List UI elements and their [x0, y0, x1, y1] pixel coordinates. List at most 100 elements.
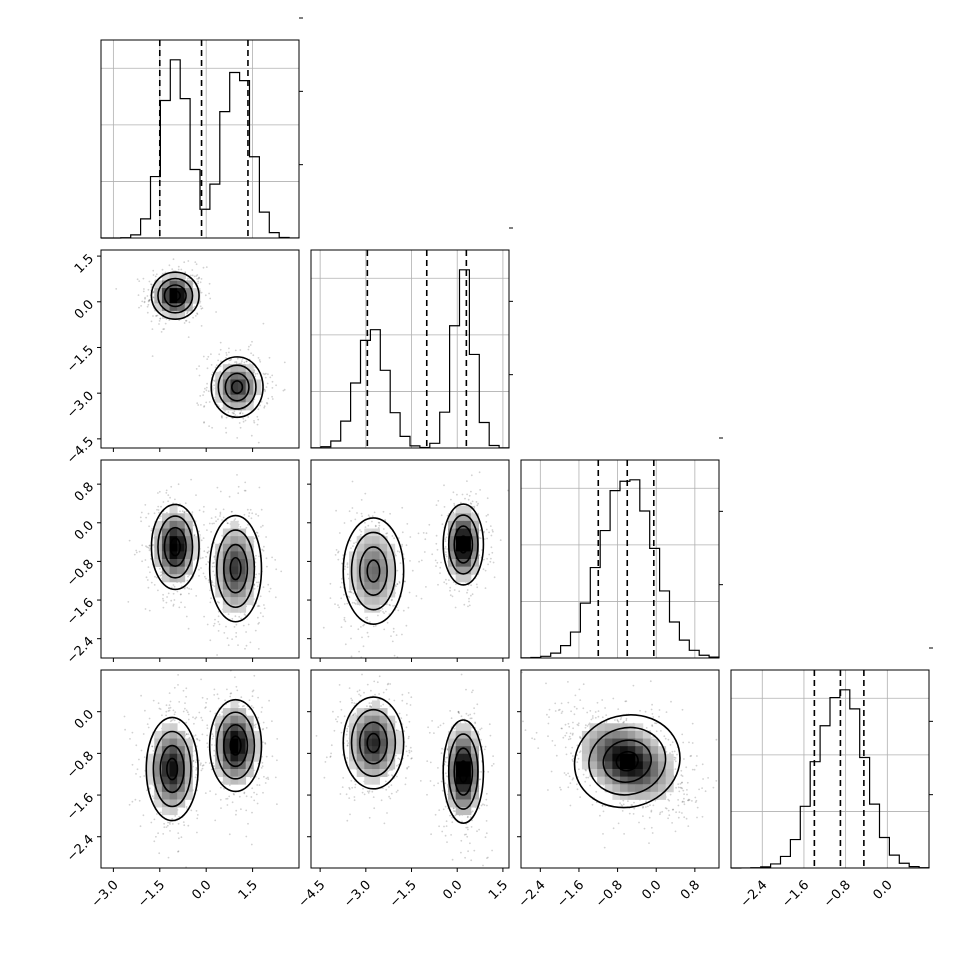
sample-point: [243, 705, 245, 707]
contour-line: [453, 525, 474, 564]
sample-point: [251, 695, 254, 698]
sample-point: [218, 353, 221, 356]
sample-point: [207, 355, 210, 358]
sample-point: [488, 553, 491, 556]
sample-point: [386, 683, 389, 686]
sample-point: [271, 380, 274, 383]
density-cell: [364, 581, 373, 590]
sample-point: [454, 606, 457, 609]
sample-point: [206, 742, 209, 745]
sample-point: [257, 408, 260, 411]
sample-point: [264, 376, 267, 379]
sample-point: [141, 544, 144, 547]
sample-point: [267, 397, 270, 400]
density-cell: [230, 776, 239, 785]
contour-line: [152, 730, 192, 808]
sample-point: [151, 328, 154, 330]
density-cell: [245, 746, 254, 755]
sample-point: [264, 743, 267, 745]
sample-point: [257, 604, 260, 607]
sample-point: [344, 620, 347, 623]
sample-point: [396, 775, 398, 778]
sample-point: [214, 366, 217, 369]
sample-point: [344, 643, 347, 646]
sample-point: [219, 341, 222, 344]
density-cell: [222, 738, 231, 747]
sample-point: [195, 368, 198, 370]
sample-point: [446, 548, 449, 550]
sample-point: [127, 601, 130, 603]
sample-point: [486, 804, 488, 807]
sample-point: [188, 587, 191, 590]
sample-point: [145, 516, 148, 519]
sample-point: [401, 699, 404, 702]
sample-point: [158, 511, 160, 514]
sample-point: [261, 728, 264, 731]
sample-point: [467, 828, 469, 831]
sample-point: [471, 810, 474, 813]
histogram-steps: [310, 269, 510, 449]
sample-point: [240, 362, 243, 364]
sample-point: [198, 530, 200, 533]
sample-point: [135, 744, 138, 747]
sample-point: [446, 756, 449, 759]
sample-point: [221, 415, 223, 417]
density-cell: [169, 753, 178, 762]
sample-point: [409, 704, 412, 706]
sample-point: [451, 858, 454, 861]
sample-point: [155, 835, 157, 838]
sample-point: [410, 750, 413, 753]
sample-point: [492, 755, 494, 757]
sample-point: [148, 787, 151, 790]
panel-frame: [100, 459, 300, 659]
sample-point: [404, 783, 407, 786]
sample-point: [165, 826, 168, 828]
sample-point: [212, 570, 215, 573]
sample-point: [397, 757, 400, 760]
density-cell: [448, 528, 457, 537]
sample-point: [191, 511, 194, 513]
sample-point: [220, 786, 222, 789]
sample-point: [213, 556, 216, 559]
sample-point: [213, 561, 215, 564]
density-cell: [161, 738, 170, 747]
sample-point: [337, 604, 339, 606]
sample-point: [171, 719, 173, 722]
sample-point: [195, 810, 198, 812]
sample-point: [197, 404, 200, 406]
sample-point: [406, 767, 408, 770]
sample-point: [157, 492, 159, 494]
sample-point: [333, 729, 336, 732]
sample-point: [221, 781, 224, 784]
sample-point: [213, 384, 216, 387]
sample-point: [491, 849, 493, 852]
sample-point: [482, 803, 484, 806]
sample-point: [391, 535, 394, 537]
sample-point: [391, 640, 394, 643]
sample-point: [150, 320, 153, 323]
sample-point: [339, 793, 342, 795]
sample-point: [226, 797, 229, 800]
sample-point: [253, 587, 256, 590]
sample-point: [446, 775, 448, 778]
density-cell: [245, 581, 254, 590]
sample-point: [356, 690, 359, 693]
sample-point: [147, 300, 150, 303]
density-cell: [245, 559, 254, 568]
sample-point: [202, 537, 205, 539]
sample-point: [470, 490, 472, 493]
sample-point: [485, 820, 488, 822]
sample-point: [483, 530, 485, 533]
sample-point: [147, 512, 150, 515]
sample-point: [225, 354, 228, 356]
density-cell: [379, 589, 388, 598]
sample-point: [265, 557, 268, 560]
sample-point: [444, 540, 447, 542]
sample-point: [217, 697, 220, 700]
density-cell: [192, 288, 201, 297]
sample-point: [466, 826, 469, 829]
sample-point: [428, 523, 431, 526]
sample-point: [134, 798, 137, 801]
sample-point: [141, 300, 144, 303]
sample-point: [360, 530, 363, 533]
